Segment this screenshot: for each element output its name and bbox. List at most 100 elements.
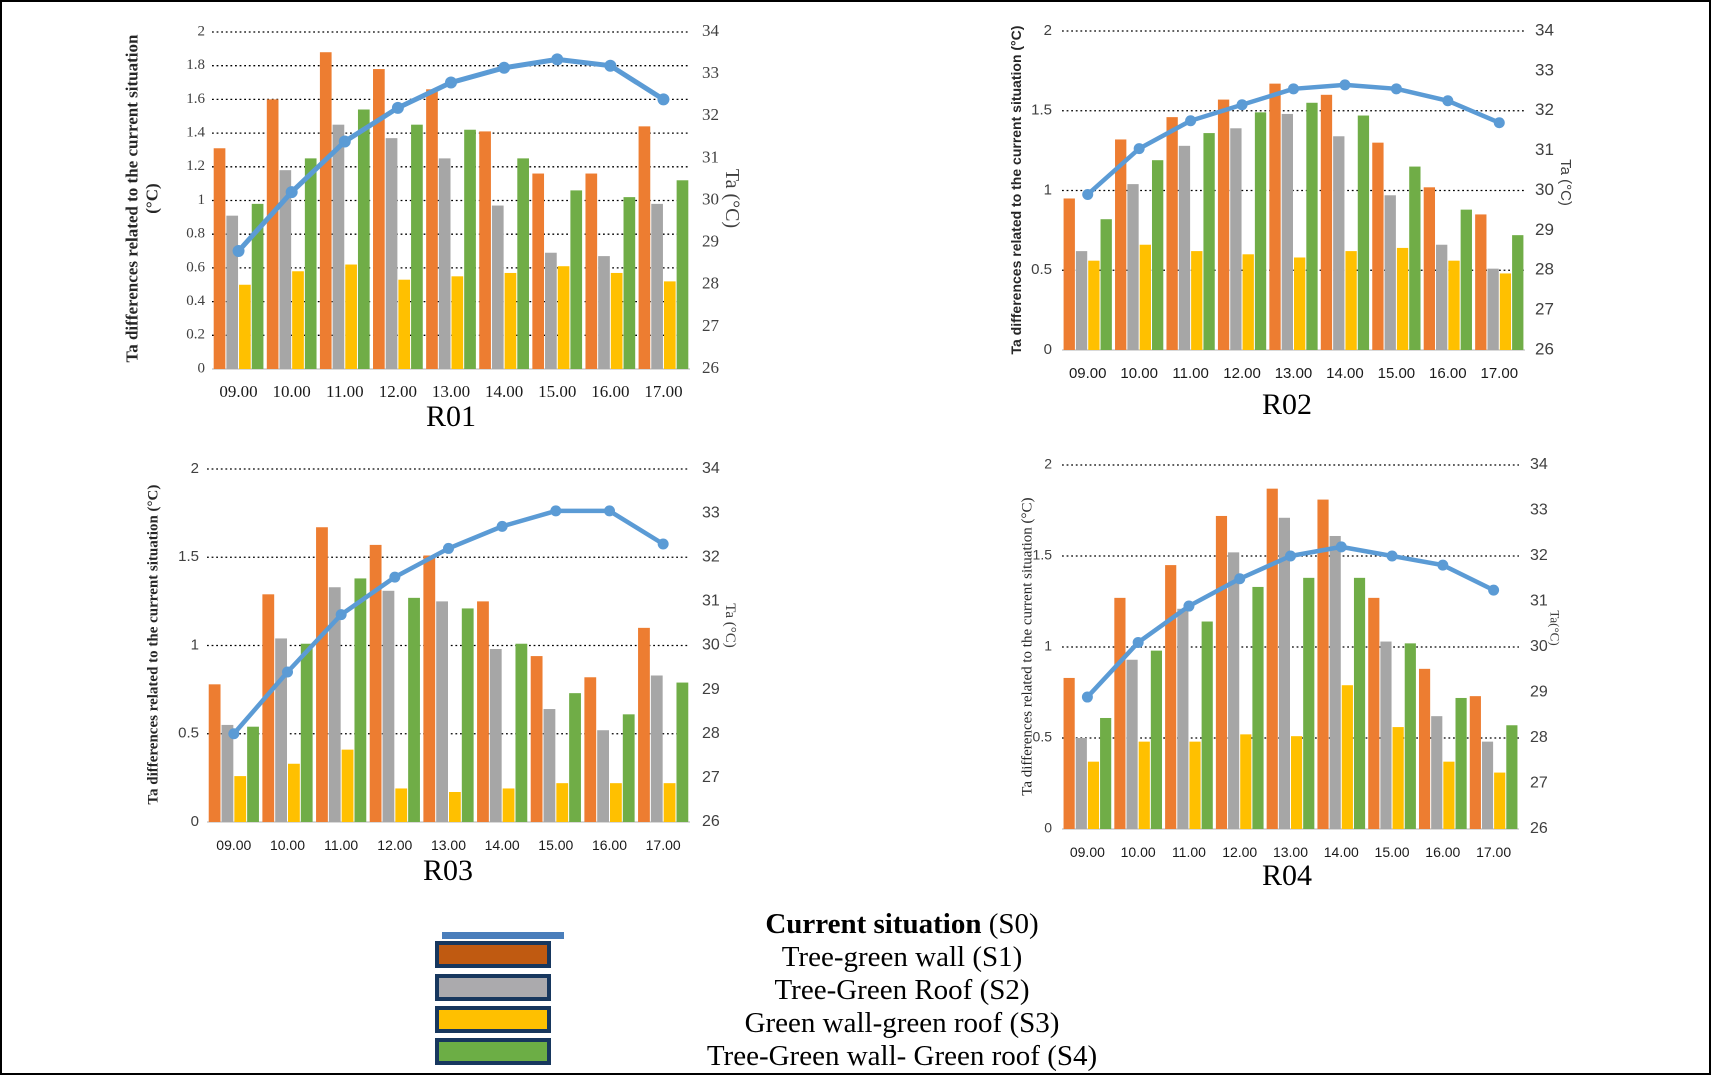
bar	[1448, 260, 1460, 350]
right-tick-label: 29	[702, 232, 719, 251]
bar	[1423, 187, 1436, 350]
bar	[515, 643, 528, 822]
right-tick-label: 32	[702, 105, 719, 124]
bar	[304, 158, 317, 369]
chart-r01: 0 0.2 0.4 0.6 0.8 1 1.2 1.4 1.6 1.8 2 26 27 28 29 30 31 3…	[186, 21, 719, 401]
bar	[1396, 247, 1409, 350]
bar	[517, 158, 529, 369]
x-category-label: 14.00	[1324, 844, 1359, 860]
x-category-label: 13.00	[432, 382, 470, 401]
legend-swatch-tree-green-wall-green-roof	[435, 1038, 551, 1065]
left-tick-label: 1.5	[178, 548, 199, 565]
line-point	[282, 666, 293, 678]
bar	[464, 129, 476, 369]
x-category-label: 09.00	[219, 382, 257, 401]
bar	[598, 256, 610, 369]
bar	[1475, 214, 1487, 350]
left-tick-label: 1	[198, 192, 206, 208]
right-tick-label: 28	[1535, 260, 1554, 279]
chart-title-r01: R01	[425, 400, 477, 433]
chart-title-r03: R03	[422, 854, 474, 887]
chart-r03: 0 0.5 1 1.5 2 26 27 28 29 30 31 32 33 34 09.00 10.00 11.…	[178, 460, 720, 853]
legend-swatch-tree-green-roof	[435, 974, 551, 1001]
right-tick-label: 26	[1535, 339, 1554, 358]
bar	[275, 638, 287, 822]
right-tick-label: 33	[1535, 60, 1554, 79]
line-point	[1288, 83, 1299, 95]
bar	[1460, 209, 1472, 350]
line-series	[1085, 544, 1495, 699]
bar	[385, 138, 398, 369]
line-point	[443, 542, 454, 554]
bar	[1087, 761, 1100, 829]
left-tick-label: 0.4	[186, 293, 205, 309]
bar	[543, 709, 556, 822]
right-tick-label: 27	[702, 316, 720, 335]
bar	[1242, 254, 1254, 350]
left-tick-label: 2	[1044, 22, 1052, 39]
line-point	[389, 571, 401, 583]
left-tick-label: 2	[1044, 456, 1052, 472]
bar	[477, 601, 489, 822]
bar	[585, 173, 598, 369]
bar	[1320, 94, 1333, 350]
bar	[316, 527, 328, 822]
bar	[610, 272, 623, 369]
right-tick-label: 34	[702, 21, 720, 40]
right-tick-label: 32	[702, 548, 720, 565]
bar	[300, 643, 313, 822]
bar	[1203, 133, 1215, 350]
right-tick-label: 34	[1535, 20, 1554, 39]
bar	[292, 271, 304, 369]
chart-title-r02: R02	[1261, 388, 1313, 421]
line-point	[1185, 115, 1197, 127]
bar	[570, 190, 583, 369]
bar	[251, 203, 264, 369]
bar	[423, 555, 436, 822]
x-category-label: 14.00	[1326, 365, 1364, 382]
x-category-label: 13.00	[1275, 365, 1313, 382]
bar	[1075, 251, 1088, 350]
left-tick-label: 1	[1044, 638, 1052, 654]
right-tick-label: 29	[702, 681, 720, 698]
bar	[1177, 608, 1189, 829]
bar	[1138, 741, 1150, 829]
x-category-label: 15.00	[538, 837, 573, 853]
bar	[398, 279, 411, 369]
x-category-label: 17.00	[1481, 365, 1519, 382]
x-category-label: 11.00	[326, 382, 364, 401]
x-category-label: 16.00	[1425, 844, 1460, 860]
bar	[1303, 577, 1315, 829]
bar	[1150, 650, 1163, 829]
bar	[1341, 685, 1353, 829]
bar	[1404, 643, 1416, 829]
bar	[1294, 257, 1306, 350]
line-point	[228, 728, 240, 740]
left-tick-label: 0.5	[178, 725, 199, 742]
bar	[1431, 716, 1443, 829]
bar	[449, 791, 461, 822]
left-tick-label: 1.4	[186, 125, 205, 141]
line-point	[496, 520, 508, 532]
bar	[1115, 139, 1127, 350]
bar	[638, 126, 651, 369]
bar	[676, 180, 689, 369]
bar	[1436, 244, 1448, 350]
bar	[319, 52, 332, 369]
bar	[597, 730, 609, 822]
bar	[208, 684, 221, 822]
line-point	[1335, 541, 1347, 553]
bar	[1075, 738, 1087, 829]
bar	[622, 714, 635, 822]
bar	[373, 69, 385, 369]
x-category-label: 14.00	[485, 837, 520, 853]
legend-swatch-tree-green-wall	[435, 941, 551, 968]
bar	[1201, 621, 1213, 829]
bar	[532, 173, 545, 369]
right-tick-label: 28	[702, 725, 720, 742]
bar	[1281, 113, 1293, 350]
line-point	[335, 609, 347, 621]
chart-title-r04: R04	[1261, 859, 1313, 892]
x-category-label: 11.00	[324, 837, 358, 853]
bar	[663, 281, 676, 369]
